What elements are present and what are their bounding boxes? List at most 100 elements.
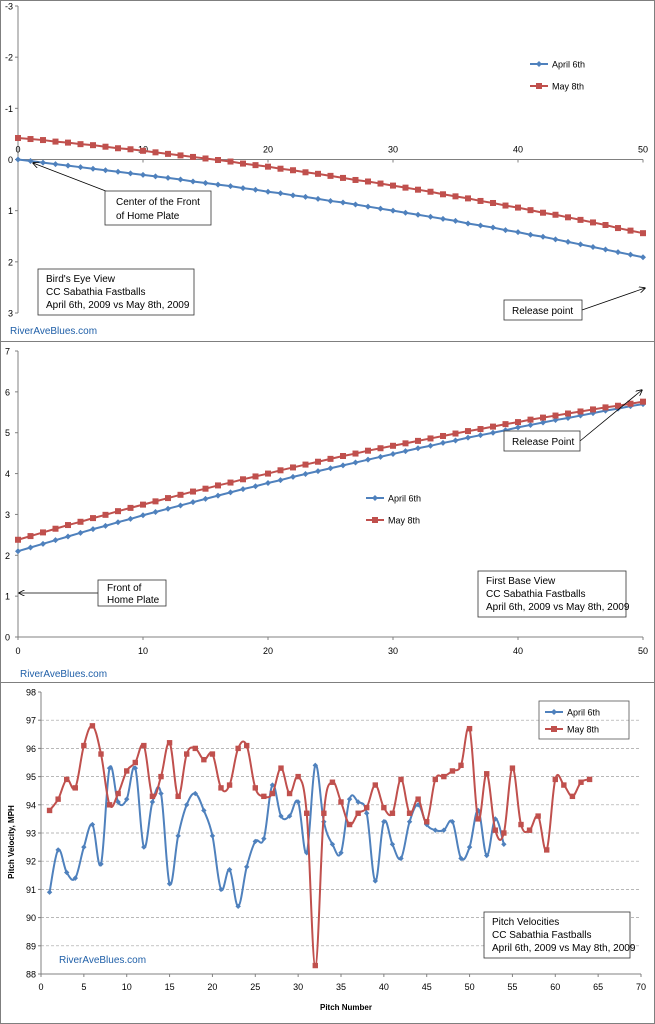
velocity-point-may-8th xyxy=(286,790,293,797)
first-base-point-may-8th xyxy=(427,435,434,442)
release-point-box-2 xyxy=(503,430,581,452)
velocity-point-may-8th xyxy=(166,740,173,746)
watermark-middle: RiverAveBlues.com xyxy=(20,669,107,680)
birds-eye-point-may-8th xyxy=(227,158,234,165)
birds-eye-point-april-6th xyxy=(602,246,609,253)
x-tick-label: 50 xyxy=(638,145,648,155)
velocity-point-april-6th xyxy=(449,819,456,825)
first-base-point-may-8th xyxy=(352,450,359,457)
first-base-point-april-6th xyxy=(365,456,371,463)
velocity-point-may-8th xyxy=(158,773,164,780)
legend-label-may-8th: May 8th xyxy=(567,725,599,735)
birds-eye-point-may-8th xyxy=(577,216,584,223)
first-base-point-may-8th xyxy=(215,482,221,489)
birds-eye-point-may-8th xyxy=(152,149,159,156)
velocity-point-april-6th xyxy=(124,796,130,802)
legend-marker-april-6th xyxy=(372,495,378,501)
velocity-point-may-8th xyxy=(132,759,138,766)
x-tick-label: 20 xyxy=(263,646,273,656)
velocity-point-may-8th xyxy=(175,793,181,800)
velocity-point-april-6th xyxy=(338,850,344,856)
front-plate-box xyxy=(97,579,167,607)
velocity-panel-border xyxy=(0,682,655,1024)
first-base-point-may-8th xyxy=(165,495,171,502)
first-base-point-april-6th xyxy=(240,486,246,493)
first-base-point-april-6th xyxy=(352,459,359,466)
first-base-point-april-6th xyxy=(390,450,396,457)
birds-eye-point-may-8th xyxy=(515,204,521,211)
y-tick-label: 2 xyxy=(5,551,10,561)
birds-eye-point-may-8th xyxy=(190,153,196,160)
first-base-point-april-6th xyxy=(115,519,121,526)
birds-eye-point-may-8th xyxy=(440,191,446,198)
legend-marker-may-8th xyxy=(551,726,557,732)
velocity-point-april-6th xyxy=(329,841,336,847)
first-base-point-may-8th xyxy=(65,522,71,529)
birds-eye-title-line1: Bird's Eye View xyxy=(46,274,116,285)
first-base-point-may-8th xyxy=(40,529,46,536)
x-tick-label: 10 xyxy=(138,646,148,656)
birds-eye-point-april-6th xyxy=(615,249,621,256)
birds-eye-point-may-8th xyxy=(115,145,121,152)
birds-eye-point-april-6th xyxy=(127,170,134,177)
first-base-point-may-8th xyxy=(440,432,446,439)
velocity-point-may-8th xyxy=(115,790,121,797)
y-tick-label: 91 xyxy=(26,885,36,895)
birds-eye-title-line2: CC Sabathia Fastballs xyxy=(46,287,146,298)
velocity-point-april-6th xyxy=(372,878,378,884)
birds-eye-point-april-6th xyxy=(265,188,271,195)
velocity-x-axis-label: Pitch Number xyxy=(320,1003,372,1012)
velocity-point-may-8th xyxy=(149,793,156,800)
birds-eye-point-may-8th xyxy=(615,225,621,232)
birds-eye-point-may-8th xyxy=(77,141,84,148)
first-base-point-may-8th xyxy=(565,410,571,417)
center-plate-label-line1: Center of the Front xyxy=(116,197,200,208)
birds-eye-point-may-8th xyxy=(402,184,409,191)
first-base-point-april-6th xyxy=(302,470,309,477)
velocity-point-may-8th xyxy=(544,847,550,853)
first-base-point-may-8th xyxy=(390,442,396,449)
first-base-point-may-8th xyxy=(490,423,496,430)
first-base-point-april-6th xyxy=(202,495,209,502)
velocity-point-may-8th xyxy=(184,751,190,757)
velocity-point-may-8th xyxy=(389,810,396,816)
birds-eye-point-april-6th xyxy=(90,165,96,172)
velocity-point-april-6th xyxy=(398,855,404,862)
first-base-point-april-6th xyxy=(290,473,296,480)
first-base-point-may-8th xyxy=(77,518,84,525)
first-base-point-may-8th xyxy=(452,430,459,437)
birds-eye-point-april-6th xyxy=(315,195,321,202)
velocity-point-april-6th xyxy=(269,782,276,788)
birds-eye-point-may-8th xyxy=(165,150,171,157)
velocity-title-line1: Pitch Velocities xyxy=(492,917,559,928)
birds-eye-point-may-8th xyxy=(177,152,184,159)
velocity-point-may-8th xyxy=(406,810,413,816)
first-base-title-line3: April 6th, 2009 vs May 8th, 2009 xyxy=(486,602,630,613)
first-base-point-april-6th xyxy=(540,419,546,426)
y-tick-label: 92 xyxy=(26,857,36,867)
first-base-point-may-8th xyxy=(615,402,621,409)
velocity-y-axis-label: Pitch Velocity, MPH xyxy=(7,805,16,879)
velocity-point-april-6th xyxy=(166,881,173,887)
velocity-point-april-6th xyxy=(244,864,250,870)
first-base-point-may-8th xyxy=(27,533,34,540)
first-base-point-may-8th xyxy=(152,498,159,505)
legend-label-april-6th: April 6th xyxy=(552,60,585,70)
first-base-point-may-8th xyxy=(477,426,484,433)
first-base-point-may-8th xyxy=(302,461,309,468)
velocity-point-may-8th xyxy=(278,765,284,771)
first-base-point-april-6th xyxy=(252,483,259,490)
first-base-point-april-6th xyxy=(440,439,446,446)
y-tick-label: 3 xyxy=(5,510,10,520)
birds-eye-point-may-8th xyxy=(590,219,596,226)
velocity-point-april-6th xyxy=(346,796,353,802)
birds-eye-point-may-8th xyxy=(377,180,384,187)
velocity-point-april-6th xyxy=(295,799,301,805)
birds-eye-point-april-6th xyxy=(227,183,234,190)
x-tick-label: 0 xyxy=(15,145,20,155)
velocity-point-may-8th xyxy=(484,771,490,777)
birds-eye-point-april-6th xyxy=(165,174,171,181)
velocity-point-may-8th xyxy=(192,745,198,752)
birds-eye-point-april-6th xyxy=(327,197,334,204)
y-tick-label: 7 xyxy=(5,347,10,357)
